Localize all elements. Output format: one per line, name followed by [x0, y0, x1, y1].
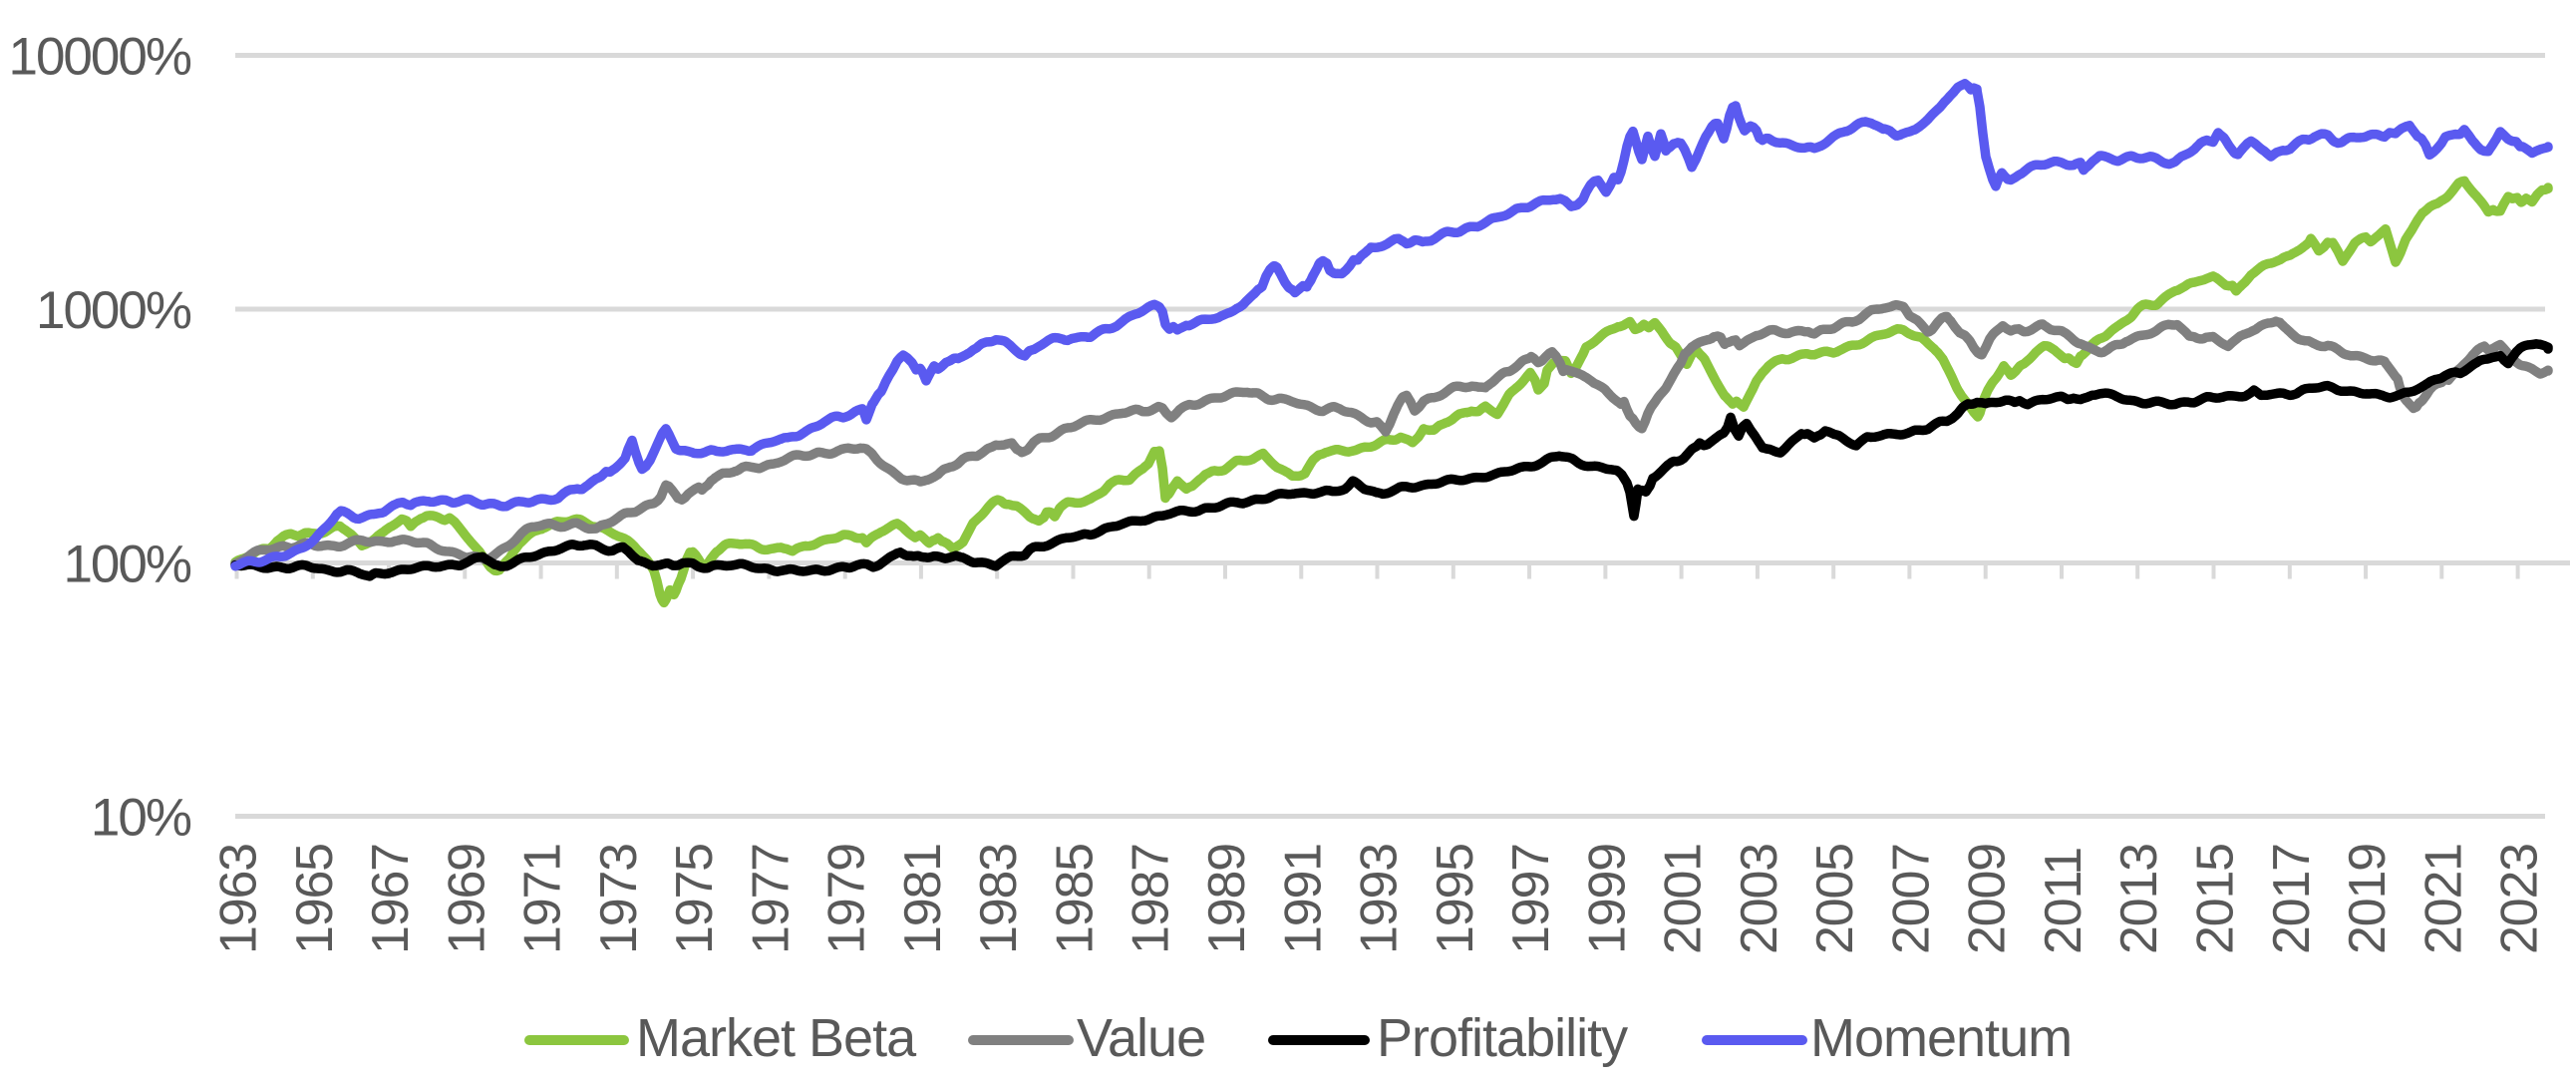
svg-text:Market Beta: Market Beta: [636, 1008, 917, 1068]
svg-text:100%: 100%: [63, 536, 190, 594]
svg-text:1981: 1981: [894, 844, 952, 954]
svg-text:1965: 1965: [286, 844, 344, 954]
svg-text:10%: 10%: [91, 789, 191, 848]
svg-text:1997: 1997: [1502, 844, 1560, 954]
svg-text:1000%: 1000%: [36, 281, 191, 340]
svg-text:2001: 2001: [1655, 844, 1713, 954]
svg-text:1971: 1971: [514, 844, 572, 954]
svg-text:2015: 2015: [2187, 844, 2245, 954]
svg-text:10000%: 10000%: [8, 28, 190, 87]
svg-text:Profitability: Profitability: [1377, 1008, 1628, 1068]
svg-text:1975: 1975: [666, 844, 724, 954]
svg-text:2003: 2003: [1731, 844, 1788, 954]
svg-text:1987: 1987: [1123, 844, 1180, 954]
svg-text:2011: 2011: [2035, 848, 2093, 954]
svg-text:1989: 1989: [1198, 844, 1256, 954]
svg-text:1963: 1963: [210, 844, 268, 954]
svg-text:2021: 2021: [2415, 844, 2472, 954]
svg-text:Momentum: Momentum: [1810, 1008, 2072, 1068]
svg-text:1983: 1983: [970, 844, 1028, 954]
svg-text:1991: 1991: [1274, 844, 1332, 954]
svg-text:2005: 2005: [1806, 844, 1864, 954]
svg-text:1995: 1995: [1427, 844, 1484, 954]
svg-text:1999: 1999: [1578, 844, 1636, 954]
svg-text:2009: 2009: [1959, 844, 2017, 954]
svg-text:1967: 1967: [362, 844, 420, 954]
svg-text:2017: 2017: [2263, 844, 2321, 954]
svg-text:Value: Value: [1077, 1008, 1205, 1068]
svg-text:1977: 1977: [742, 844, 800, 954]
svg-text:2007: 2007: [1882, 844, 1940, 954]
svg-text:1973: 1973: [590, 844, 648, 954]
svg-text:1985: 1985: [1047, 844, 1105, 954]
svg-text:1979: 1979: [818, 844, 876, 954]
svg-text:1969: 1969: [438, 844, 495, 954]
svg-text:1993: 1993: [1351, 844, 1409, 954]
svg-text:2023: 2023: [2491, 844, 2549, 954]
svg-text:2013: 2013: [2110, 844, 2168, 954]
svg-text:2019: 2019: [2339, 844, 2397, 954]
